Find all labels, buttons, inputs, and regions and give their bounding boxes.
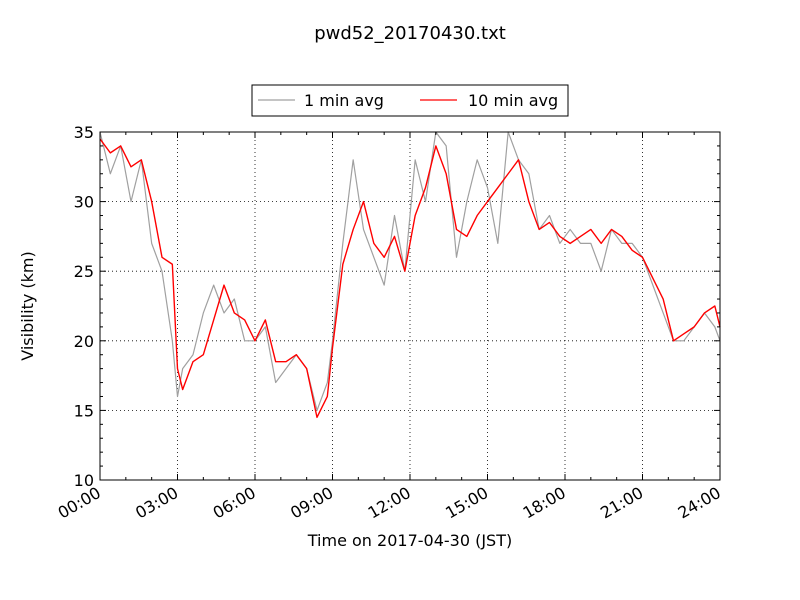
x-tick-label: 18:00 — [520, 483, 569, 523]
y-axis: 10 15 20 25 30 35 — [74, 123, 720, 490]
x-tick-label: 21:00 — [597, 483, 646, 523]
x-tick-label: 24:00 — [675, 483, 724, 523]
y-tick-label: 20 — [74, 332, 94, 351]
x-tick-label: 12:00 — [365, 483, 414, 523]
x-axis-label: Time on 2017-04-30 (JST) — [307, 531, 512, 550]
series-group — [99, 131, 721, 419]
y-tick-label: 15 — [74, 401, 94, 420]
x-tick-label: 06:00 — [210, 483, 259, 523]
x-tick-label: 03:00 — [132, 483, 181, 523]
y-axis-label: Visibility (km) — [18, 251, 37, 360]
legend-box — [251, 84, 569, 117]
chart-title: pwd52_20170430.txt — [314, 23, 506, 44]
grid — [100, 132, 720, 480]
legend: 1 min avg 10 min avg — [251, 84, 569, 117]
y-tick-label: 30 — [74, 193, 94, 212]
legend-label-1min: 1 min avg — [304, 91, 384, 110]
x-axis: 00:00 03:00 06:00 09:00 12:00 15:00 18:00 21:00… — [55, 132, 724, 523]
x-tick-label: 09:00 — [287, 483, 336, 523]
legend-label-10min: 10 min avg — [468, 91, 558, 110]
y-tick-label: 35 — [74, 123, 94, 142]
y-tick-label: 25 — [74, 262, 94, 281]
x-tick-label: 15:00 — [442, 483, 491, 523]
y-tick-label: 10 — [74, 471, 94, 490]
series-line-10min-avg — [99, 138, 721, 419]
